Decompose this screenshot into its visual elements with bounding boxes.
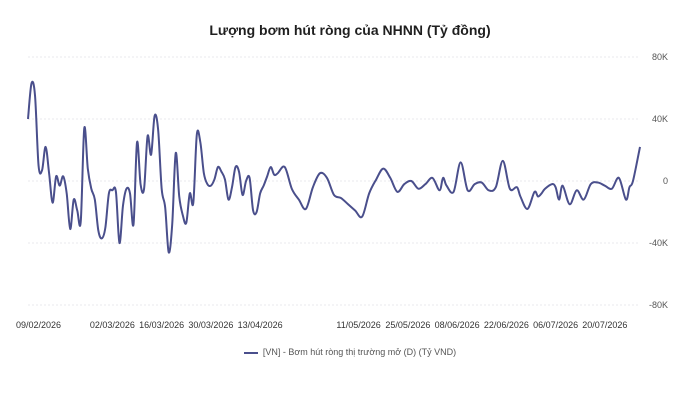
- x-tick-label: 30/03/2026: [188, 320, 233, 330]
- gridlines: [28, 56, 640, 306]
- x-axis-ticks: 09/02/2026 02/03/2026 16/03/2026 30/03/2026…: [16, 320, 627, 330]
- x-tick-label: 09/02/2026: [16, 320, 61, 330]
- x-tick-label: 22/06/2026: [484, 320, 529, 330]
- x-tick-label: 02/03/2026: [90, 320, 135, 330]
- x-tick-label: 13/04/2026: [238, 320, 283, 330]
- series-line: [27, 80, 641, 254]
- legend-label: [VN] - Bơm hút ròng thị trường mở (D) (T…: [262, 347, 457, 357]
- legend[interactable]: [VN] - Bơm hút ròng thị trường mở (D) (T…: [0, 347, 700, 357]
- x-tick-label: 11/05/2026: [336, 320, 380, 330]
- y-tick-label: 0: [663, 176, 668, 186]
- x-tick-label: 25/05/2026: [385, 320, 430, 330]
- y-tick-label: 40K: [652, 114, 668, 124]
- x-tick-label: 16/03/2026: [139, 320, 184, 330]
- x-tick-label: 08/06/2026: [435, 320, 480, 330]
- y-tick-label: 80K: [652, 52, 668, 62]
- legend-swatch: [243, 351, 258, 354]
- x-tick-label: 20/07/2026: [582, 320, 627, 330]
- y-tick-label: -80K: [649, 300, 668, 310]
- y-axis-ticks: 80K 40K 0 -40K -80K: [649, 52, 668, 310]
- x-tick-label: 06/07/2026: [533, 320, 578, 330]
- y-tick-label: -40K: [649, 238, 668, 248]
- series-layer: [27, 80, 641, 254]
- chart-title: Lượng bơm hút ròng của NHNN (Tỷ đồng): [209, 22, 491, 38]
